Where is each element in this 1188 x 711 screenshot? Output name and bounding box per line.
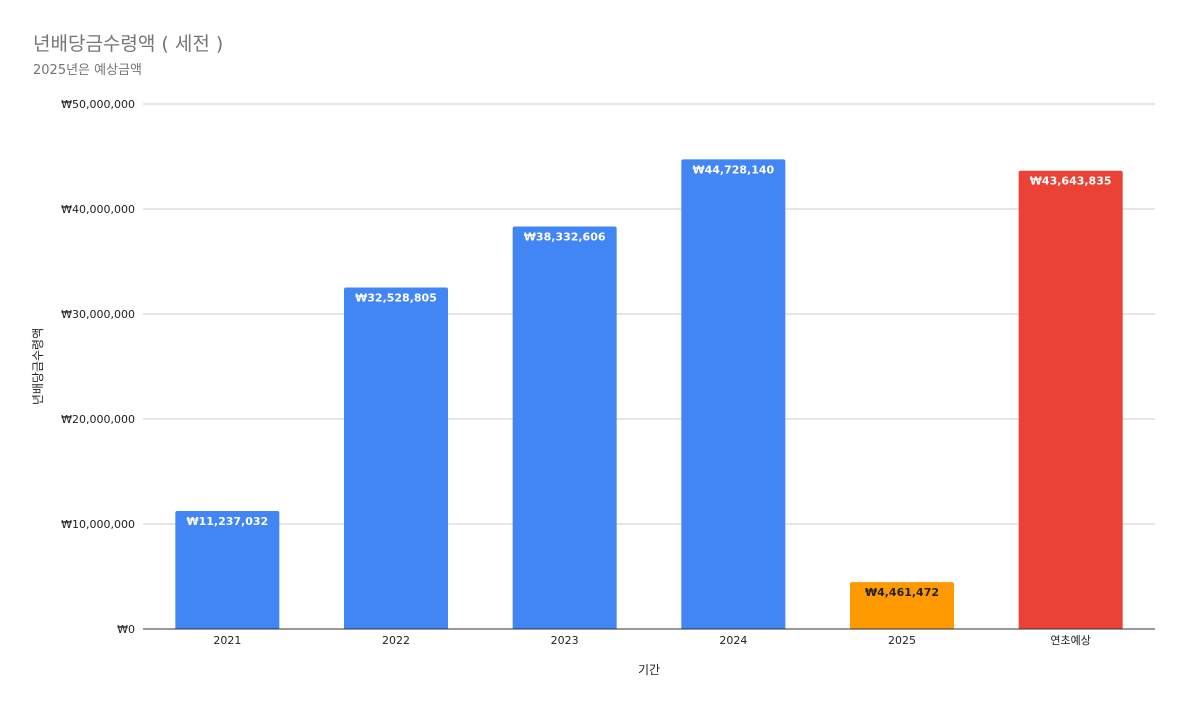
x-axis-ticks: 2021 2022 2023 2024 2025 연초예상 bbox=[213, 634, 1091, 647]
chart-title: 년배당금수령액 ( 세전 ) bbox=[33, 33, 224, 55]
bar bbox=[344, 287, 448, 629]
bar bbox=[681, 159, 786, 629]
y-axis-title: 년배당금수령액 bbox=[31, 328, 45, 405]
gridlines bbox=[143, 103, 1155, 525]
y-tick-label: ₩30,000,000 bbox=[61, 308, 135, 321]
x-tick-label: 2022 bbox=[382, 634, 410, 647]
x-tick-label: 2024 bbox=[719, 634, 747, 647]
x-tick-label: 연초예상 bbox=[1050, 634, 1090, 647]
bar bbox=[1018, 170, 1123, 629]
x-tick-label: 2021 bbox=[213, 634, 241, 647]
chart-subtitle: 2025년은 예상금액 bbox=[33, 63, 142, 78]
y-tick-label: ₩0 bbox=[117, 623, 135, 636]
bar-value-label: ₩43,643,835 bbox=[1030, 175, 1112, 188]
y-tick-label: ₩20,000,000 bbox=[61, 413, 135, 426]
x-axis-title: 기간 bbox=[638, 663, 660, 677]
bar bbox=[175, 511, 280, 629]
y-tick-label: ₩40,000,000 bbox=[61, 203, 135, 216]
bar-value-label: ₩11,237,032 bbox=[186, 515, 268, 528]
bar-value-label: ₩38,332,606 bbox=[524, 231, 606, 244]
bars: ₩11,237,032 ₩32,528,805 ₩38,332,606 ₩44,728… bbox=[175, 159, 1123, 629]
bar-value-label: ₩44,728,140 bbox=[692, 163, 774, 176]
bar bbox=[850, 582, 954, 629]
y-axis-ticks: ₩0 ₩10,000,000 ₩20,000,000 ₩30,000,000 ₩40,0… bbox=[61, 98, 135, 636]
bar-value-label: ₩4,461,472 bbox=[865, 586, 939, 599]
x-tick-label: 2023 bbox=[551, 634, 579, 647]
bar-value-label: ₩32,528,805 bbox=[355, 291, 437, 304]
y-tick-label: ₩10,000,000 bbox=[61, 518, 135, 531]
y-tick-label: ₩50,000,000 bbox=[61, 98, 135, 111]
x-tick-label: 2025 bbox=[888, 634, 916, 647]
bar bbox=[512, 226, 617, 629]
